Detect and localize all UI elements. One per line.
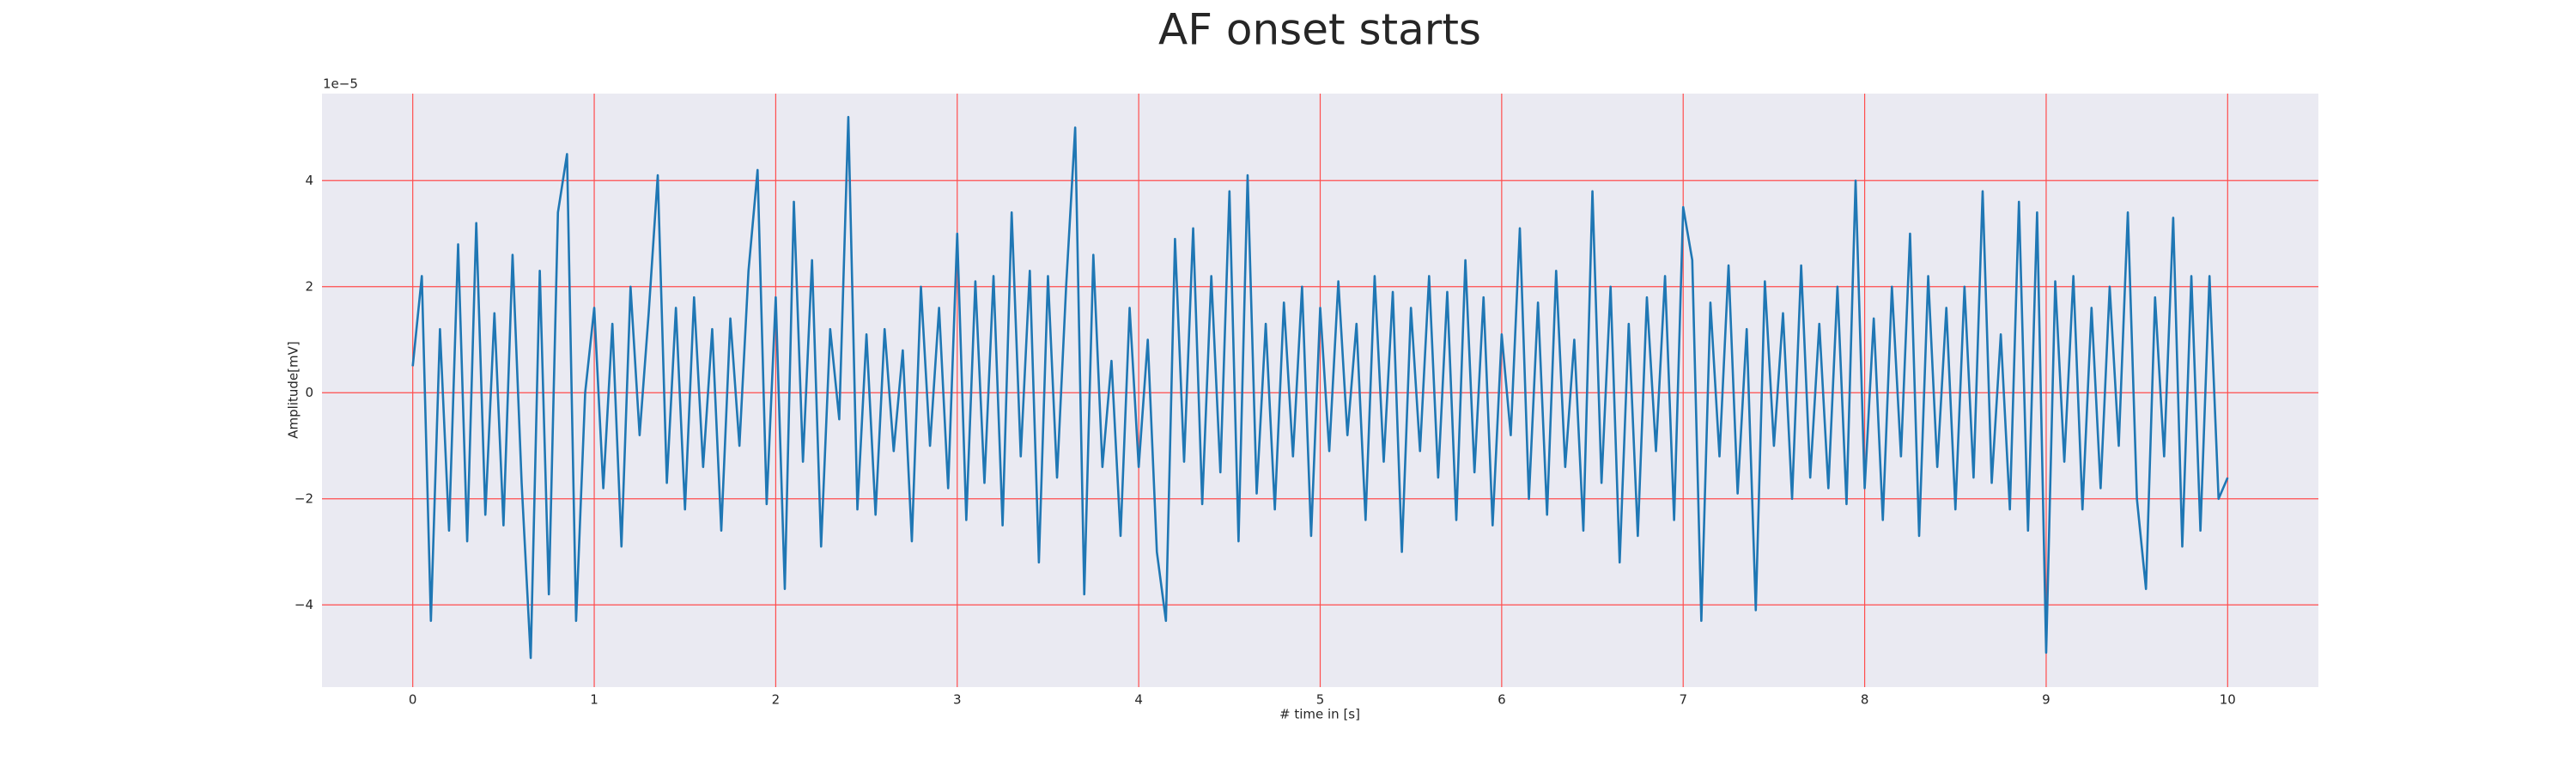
chart-title: AF onset starts xyxy=(1158,5,1481,55)
x-tick-label: 3 xyxy=(953,692,962,708)
y-tick-label: 4 xyxy=(305,173,313,188)
x-tick-label: 4 xyxy=(1134,692,1143,708)
y-tick-label: −2 xyxy=(295,490,313,506)
y-axis-label: Amplitude[mV] xyxy=(286,341,301,438)
x-axis-label: # time in [s] xyxy=(1279,707,1360,722)
x-tick-label: 8 xyxy=(1861,692,1869,708)
y-offset-label: 1e−5 xyxy=(323,76,358,92)
y-tick-label: 0 xyxy=(305,385,313,400)
x-tick-label: 1 xyxy=(590,692,598,708)
x-tick-label: 2 xyxy=(772,692,781,708)
x-tick-label: 5 xyxy=(1316,692,1325,708)
x-tick-label: 10 xyxy=(2220,692,2236,708)
x-tick-label: 0 xyxy=(409,692,417,708)
y-tick-label: −4 xyxy=(295,597,313,612)
x-tick-label: 6 xyxy=(1498,692,1506,708)
x-tick-label: 9 xyxy=(2042,692,2050,708)
x-tick-label: 7 xyxy=(1679,692,1687,708)
y-tick-label: 2 xyxy=(305,278,313,294)
signal-line xyxy=(411,115,2229,660)
